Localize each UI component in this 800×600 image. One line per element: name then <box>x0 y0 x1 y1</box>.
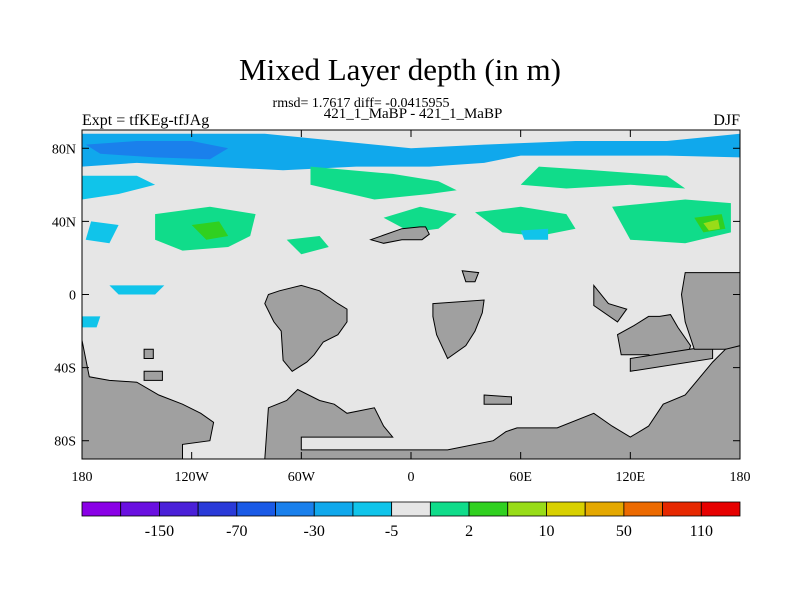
colorbar-swatch <box>352 501 393 517</box>
anomaly-central <box>475 206 576 236</box>
land-island-3 <box>143 370 163 381</box>
colorbar-label: -5 <box>385 523 398 540</box>
y-axis: 80N 40N 0 40S 80S <box>52 142 740 450</box>
colorbar-label: -30 <box>304 523 325 540</box>
land-antarctica-west <box>82 340 215 459</box>
colorbar-swatch <box>623 501 663 517</box>
anomaly-nordic <box>520 166 686 189</box>
anomaly-south-west <box>82 316 101 328</box>
land-north-africa <box>369 226 430 244</box>
anomaly-mid-atlantic <box>383 206 457 233</box>
anomaly-layer <box>82 133 740 328</box>
anomaly-east-peak <box>703 219 720 231</box>
anomaly-arctic-band <box>82 133 740 171</box>
colorbar-swatch <box>391 501 431 517</box>
colorbar-swatch <box>700 501 741 517</box>
colorbar-swatch <box>468 501 509 517</box>
experiment-label: Expt = tfKEg-tfJAg <box>82 112 210 129</box>
y-tick-label: 40S <box>54 362 76 377</box>
y-tick-label: 80S <box>54 435 76 450</box>
colorbar-swatch <box>275 501 315 517</box>
colorbar-swatch <box>546 501 586 517</box>
colorbar: -150 -70 -30 -5 2 10 50 110 <box>81 501 741 540</box>
x-tick-label: 60W <box>288 470 316 485</box>
land-layer <box>82 226 740 459</box>
x-tick-label: 180 <box>730 470 751 485</box>
land-south-america <box>264 284 348 372</box>
anomaly-west-tropics <box>85 221 119 244</box>
x-tick-label: 120W <box>175 470 210 485</box>
y-tick-label: 0 <box>69 289 76 304</box>
anomaly-gulf <box>286 236 329 255</box>
colorbar-swatch <box>429 501 470 517</box>
colorbar-swatch <box>159 501 199 517</box>
land-sea-islands <box>593 283 628 323</box>
chart-subtitle: 421_1_MaBP - 421_1_MaBP <box>323 106 503 122</box>
colorbar-swatch <box>662 501 702 517</box>
colorbar-swatch <box>236 501 276 517</box>
anomaly-tropical-east <box>520 228 549 240</box>
colorbar-swatch <box>197 501 238 517</box>
chart-stats: rmsd= 1.7617 diff= -0.0415955 <box>272 96 450 111</box>
colorbar-label: -150 <box>145 523 174 540</box>
anomaly-arctic-deep <box>85 141 229 160</box>
x-tick-label: 0 <box>408 470 415 485</box>
land-island-1 <box>143 348 154 359</box>
land-antarctica-east <box>264 345 740 459</box>
x-tick-label: 180 <box>72 470 93 485</box>
x-tick-label: 120E <box>616 470 646 485</box>
colorbar-swatch <box>507 501 547 517</box>
land-island-2 <box>461 270 480 283</box>
colorbar-label: 50 <box>616 523 632 540</box>
colorbar-label: 110 <box>690 523 713 540</box>
colorbar-swatch <box>584 501 625 517</box>
colorbar-swatch <box>120 501 160 517</box>
land-africa <box>432 299 485 360</box>
x-axis: 180 120W 60W 0 60E 120E 180 <box>72 130 751 485</box>
anomaly-north-atlantic <box>310 166 457 200</box>
colorbar-label: 10 <box>539 523 555 540</box>
land-island-4 <box>483 394 512 405</box>
y-tick-label: 40N <box>52 215 76 230</box>
season-label: DJF <box>713 112 740 129</box>
colorbar-swatch <box>81 501 122 517</box>
x-tick-label: 60E <box>509 470 532 485</box>
anomaly-equatorial-west <box>109 285 165 295</box>
y-tick-label: 80N <box>52 142 76 157</box>
land-east-asia <box>680 272 740 350</box>
anomaly-north-pacific-core <box>191 221 229 240</box>
chart-title: Mixed Layer depth (in m) <box>239 52 561 87</box>
colorbar-label: 2 <box>465 523 473 540</box>
anomaly-east <box>612 199 731 244</box>
anomaly-nw-pacific <box>82 175 156 200</box>
colorbar-swatch <box>313 501 354 517</box>
land-tropical-asia <box>629 345 714 372</box>
colorbar-label: -70 <box>226 523 247 540</box>
